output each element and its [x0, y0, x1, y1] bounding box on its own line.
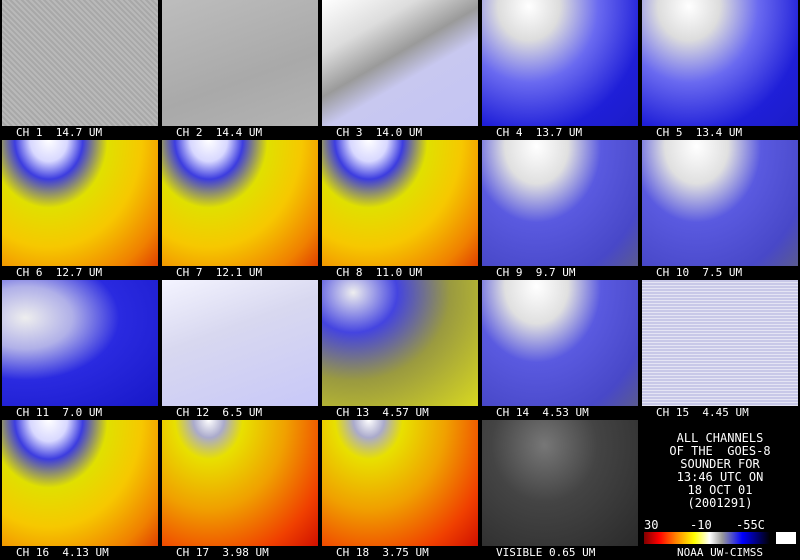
colorbar-label: -55C: [736, 518, 765, 532]
satellite-image: [482, 140, 638, 266]
channel-label: CH 2 14.4 UM: [176, 126, 263, 139]
satellite-image: [2, 280, 158, 406]
channel-panel: CH 14 4.53 UM: [480, 280, 638, 420]
channel-panel: CH 16 4.13 UM: [0, 420, 158, 560]
channel-label: CH 10 7.5 UM: [656, 266, 743, 279]
satellite-image: [2, 0, 158, 126]
channel-label: CH 7 12.1 UM: [176, 266, 263, 279]
info-lines: ALL CHANNELS OF THE GOES-8 SOUNDER FOR 13:4…: [640, 432, 800, 510]
colorbar: [644, 532, 770, 544]
satellite-image: [642, 140, 798, 266]
satellite-image: [642, 280, 798, 406]
channel-panel: CH 6 12.7 UM: [0, 140, 158, 280]
channel-panel: CH 1 14.7 UM: [0, 0, 158, 140]
channel-label: VISIBLE 0.65 UM: [496, 546, 596, 559]
channel-label: CH 11 7.0 UM: [16, 406, 103, 419]
channel-label: CH 17 3.98 UM: [176, 546, 269, 559]
channel-panel: CH 13 4.57 UM: [320, 280, 478, 420]
channel-panel: CH 11 7.0 UM: [0, 280, 158, 420]
channel-panel: CH 17 3.98 UM: [160, 420, 318, 560]
satellite-image: [642, 0, 798, 126]
info-line: SOUNDER FOR: [680, 457, 760, 471]
channel-panel: VISIBLE 0.65 UM: [480, 420, 638, 560]
info-line: ALL CHANNELS: [676, 431, 764, 445]
channel-panel: CH 10 7.5 UM: [640, 140, 798, 280]
satellite-image: [482, 280, 638, 406]
channel-label: CH 9 9.7 UM: [496, 266, 576, 279]
satellite-image: [162, 140, 318, 266]
channel-panel: CH 4 13.7 UM: [480, 0, 638, 140]
channel-panel: CH 9 9.7 UM: [480, 140, 638, 280]
satellite-image: [162, 280, 318, 406]
channel-label: CH 6 12.7 UM: [16, 266, 103, 279]
colorbar-label: 30: [644, 518, 659, 532]
info-panel: ALL CHANNELS OF THE GOES-8 SOUNDER FOR 13:4…: [640, 420, 800, 560]
satellite-image: [2, 140, 158, 266]
satellite-image: [322, 140, 478, 266]
channel-label: CH 1 14.7 UM: [16, 126, 103, 139]
colorbar-label: -10: [690, 518, 712, 532]
channel-label: CH 5 13.4 UM: [656, 126, 743, 139]
channel-panel: CH 8 11.0 UM: [320, 140, 478, 280]
credit: NOAA UW-CIMSS: [676, 546, 764, 559]
channel-label: CH 3 14.0 UM: [336, 126, 423, 139]
satellite-image: [322, 280, 478, 406]
channel-panel: CH 12 6.5 UM: [160, 280, 318, 420]
channel-label: CH 14 4.53 UM: [496, 406, 589, 419]
channel-label: CH 4 13.7 UM: [496, 126, 583, 139]
channel-panel: CH 18 3.75 UM: [320, 420, 478, 560]
channel-panel: CH 7 12.1 UM: [160, 140, 318, 280]
channel-label: CH 16 4.13 UM: [16, 546, 109, 559]
channel-panel: CH 3 14.0 UM: [320, 0, 478, 140]
channel-label: CH 13 4.57 UM: [336, 406, 429, 419]
satellite-image: [482, 0, 638, 126]
channel-panel: CH 5 13.4 UM: [640, 0, 798, 140]
channel-label: CH 18 3.75 UM: [336, 546, 429, 559]
channel-panel: CH 15 4.45 UM: [640, 280, 798, 420]
satellite-image: [482, 420, 638, 546]
info-line: OF THE GOES-8: [669, 444, 771, 458]
info-line: 18 OCT 01: [687, 483, 753, 497]
colorbar-white: [776, 532, 796, 544]
channel-label: CH 12 6.5 UM: [176, 406, 263, 419]
channel-panel: CH 2 14.4 UM: [160, 0, 318, 140]
satellite-image: [162, 420, 318, 546]
satellite-image: [162, 0, 318, 126]
satellite-image: [322, 0, 478, 126]
info-line: 13:46 UTC ON: [676, 470, 764, 484]
info-line: (2001291): [687, 496, 753, 510]
satellite-image: [2, 420, 158, 546]
satellite-image: [322, 420, 478, 546]
channel-label: CH 8 11.0 UM: [336, 266, 423, 279]
channel-label: CH 15 4.45 UM: [656, 406, 749, 419]
